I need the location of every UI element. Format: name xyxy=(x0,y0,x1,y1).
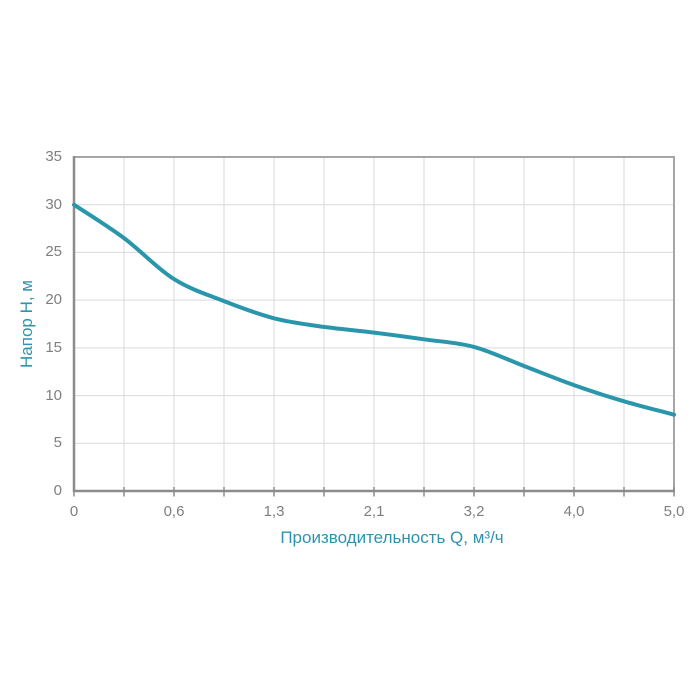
x-tick-label: 0 xyxy=(69,503,79,520)
x-tick-label: 1,3 xyxy=(263,503,285,520)
y-tick-label: 15 xyxy=(45,338,62,356)
y-tick-label: 20 xyxy=(45,291,62,309)
y-tick-label: 5 xyxy=(53,434,62,452)
y-tick-label: 30 xyxy=(45,195,62,213)
y-tick-label: 10 xyxy=(45,386,62,404)
y-tick-label: 0 xyxy=(53,482,62,499)
x-axis-title: Производительность Q, м³/ч xyxy=(280,528,504,547)
series-curve xyxy=(72,202,676,417)
y-axis-title: Напор H, м xyxy=(17,280,36,368)
x-tick-label: 5,0 xyxy=(663,503,685,520)
y-tick-label: 25 xyxy=(45,243,62,261)
x-tick-label: 2,1 xyxy=(363,503,385,520)
x-tick-label: 0,6 xyxy=(163,503,185,520)
y-tick-label: 35 xyxy=(45,148,62,165)
x-tick-label: 4,0 xyxy=(563,503,585,520)
x-tick-label: 3,2 xyxy=(463,503,485,520)
